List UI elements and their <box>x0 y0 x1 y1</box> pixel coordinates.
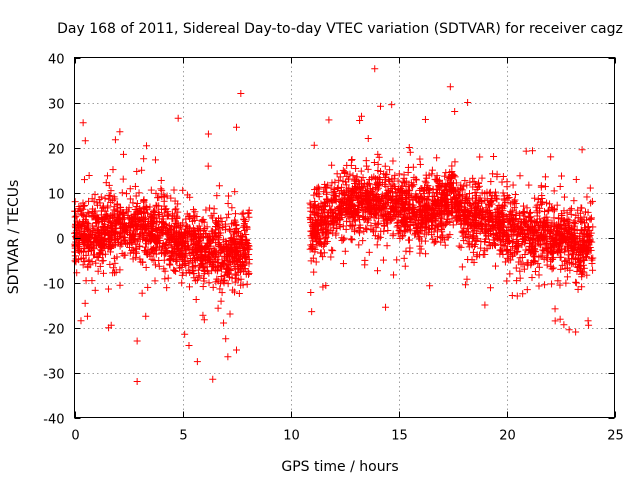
data-point <box>224 280 232 288</box>
data-point <box>138 166 146 174</box>
y-axis-label: SDTVAR / TECUs <box>6 180 22 295</box>
data-point <box>224 210 232 218</box>
x-axis-label: GPS time / hours <box>281 459 398 475</box>
y-tick-label: -20 <box>43 323 64 338</box>
x-tick-label: 5 <box>179 429 187 444</box>
data-points <box>71 65 597 385</box>
data-point <box>199 283 207 291</box>
data-point <box>94 201 102 209</box>
x-tick-label: 20 <box>499 429 516 444</box>
x-tick-label: 25 <box>607 429 624 444</box>
y-tick-label: 20 <box>48 143 65 158</box>
data-point <box>245 213 253 221</box>
y-tick-label: 10 <box>48 188 65 203</box>
data-point <box>72 212 80 220</box>
data-point <box>80 176 88 184</box>
data-point <box>105 181 113 189</box>
data-point <box>71 198 79 206</box>
data-point <box>186 283 194 291</box>
x-tick-label: 15 <box>391 429 408 444</box>
y-tick-label: -10 <box>43 278 64 293</box>
data-point <box>240 216 248 224</box>
chart-title: Day 168 of 2011, Sidereal Day-to-day VTE… <box>57 21 623 37</box>
data-point <box>142 263 150 271</box>
y-tick-label: -30 <box>43 368 64 383</box>
data-point <box>193 358 201 366</box>
y-tick-label: 0 <box>56 233 64 248</box>
data-point <box>79 261 87 269</box>
data-point <box>206 204 214 212</box>
data-point <box>147 186 155 194</box>
x-tick-label: 10 <box>283 429 300 444</box>
y-tick-label: -40 <box>43 413 64 428</box>
data-point <box>215 182 223 190</box>
x-tick-label: 0 <box>71 429 79 444</box>
y-tick-label: 30 <box>48 98 65 113</box>
data-point <box>116 266 124 274</box>
data-point <box>163 284 171 292</box>
y-tick-label: 40 <box>48 53 65 68</box>
data-point <box>123 190 131 198</box>
data-point <box>225 192 233 200</box>
data-point <box>105 191 113 199</box>
data-point <box>214 304 222 312</box>
data-point <box>155 262 163 270</box>
data-point <box>217 273 225 281</box>
data-point <box>151 156 159 164</box>
data-point <box>107 187 115 195</box>
data-point <box>92 259 100 267</box>
data-point <box>106 260 114 268</box>
